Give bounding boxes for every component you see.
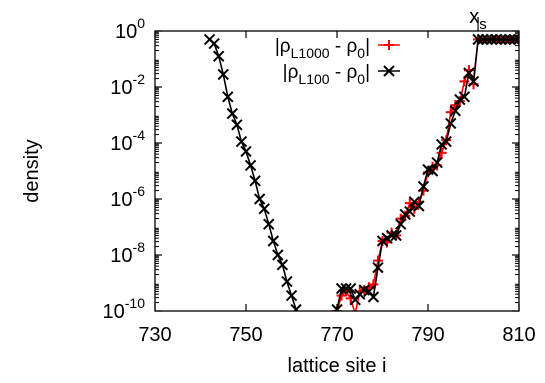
series-2-point-17 bbox=[276, 259, 289, 271]
y-tick-label-3: 10-4 bbox=[110, 127, 145, 155]
legend-label-1: |ρL1000 - ρ0| bbox=[275, 36, 370, 61]
series-2-point-42 bbox=[426, 165, 439, 177]
series-2-point-39 bbox=[413, 200, 425, 212]
legend: |ρL1000 - ρ0||ρL100 - ρ0| bbox=[275, 36, 400, 87]
series-2-point-53 bbox=[476, 33, 489, 46]
legend-label-2: |ρL100 - ρ0| bbox=[283, 62, 370, 87]
series-2-point-55 bbox=[485, 33, 498, 46]
series-2-point-6 bbox=[226, 107, 239, 120]
series-2-point-7 bbox=[231, 119, 243, 131]
legend-marker-1 bbox=[384, 40, 394, 50]
series-2-point-51 bbox=[467, 75, 480, 88]
x-axis-label: lattice site i bbox=[288, 355, 387, 377]
series-2-point-47 bbox=[449, 105, 462, 117]
series-2-point-29 bbox=[367, 291, 380, 303]
series-2-point-57 bbox=[495, 33, 507, 46]
labels-layer: lattice site i density xs bbox=[21, 6, 487, 377]
series-2-point-58 bbox=[499, 33, 512, 46]
series-2-point-46 bbox=[445, 117, 457, 130]
series-2-point-40 bbox=[417, 180, 430, 193]
series-2-point-15 bbox=[267, 235, 280, 247]
series-2-point-20 bbox=[290, 303, 302, 311]
series-2-point-11 bbox=[249, 175, 261, 187]
series-2-point-18 bbox=[281, 275, 293, 288]
series-2-point-12 bbox=[253, 193, 266, 205]
series-2-point-33 bbox=[385, 229, 398, 242]
series-2-point-37 bbox=[404, 205, 416, 218]
series-2-point-4 bbox=[217, 68, 229, 81]
ticks-layer: 730 750 770 790 810 100 10-2 10-4 10-6 10-8 10-10 bbox=[103, 15, 536, 346]
series-2-point-59 bbox=[504, 33, 516, 46]
series-2-point-50 bbox=[463, 67, 475, 79]
x-tick-label-4: 790 bbox=[411, 324, 444, 346]
series-2-point-54 bbox=[481, 33, 493, 46]
y-tick-label-2: 10-2 bbox=[110, 71, 145, 99]
series-2-point-13 bbox=[258, 203, 270, 215]
series-2-point-34 bbox=[390, 229, 402, 242]
series-2-point-35 bbox=[394, 218, 407, 230]
series-2-point-49 bbox=[458, 91, 471, 103]
series-1-point-24 bbox=[436, 147, 447, 158]
series-2-point-24 bbox=[344, 282, 357, 295]
series-2-point-10 bbox=[244, 159, 257, 172]
series-2-point-19 bbox=[285, 289, 298, 302]
x-tick-label-2: 750 bbox=[229, 324, 262, 346]
y-tick-label-5: 10-8 bbox=[110, 239, 145, 267]
y-tick-label-4: 10-6 bbox=[110, 183, 145, 211]
series-2-point-45 bbox=[440, 135, 452, 148]
series-2-point-16 bbox=[272, 249, 284, 261]
legend-marker-2 bbox=[383, 65, 395, 77]
y-tick-label-6: 10-10 bbox=[103, 295, 146, 323]
series-2-point-60 bbox=[508, 33, 519, 46]
x-tick-label-3: 770 bbox=[320, 324, 353, 346]
x-tick-label-1: 730 bbox=[138, 324, 171, 346]
legend-item-1: |ρL1000 - ρ0| bbox=[275, 36, 400, 61]
series-2-point-8 bbox=[235, 135, 248, 148]
series-2-point-5 bbox=[222, 91, 234, 103]
series-2-point-14 bbox=[263, 218, 275, 230]
xs-annotation: xs bbox=[469, 6, 487, 33]
series-2-point-23 bbox=[340, 282, 352, 295]
series-2-point-52 bbox=[472, 33, 484, 46]
series-2-point-2 bbox=[208, 37, 220, 50]
y-tick-label-1: 100 bbox=[115, 15, 145, 43]
y-axis-label: density bbox=[21, 139, 43, 202]
series-2-point-9 bbox=[240, 145, 252, 158]
series-2-point-61 bbox=[513, 33, 519, 46]
series-2-point-56 bbox=[490, 33, 502, 46]
x-tick-label-5: 810 bbox=[502, 324, 535, 346]
series-2-point-43 bbox=[431, 156, 443, 169]
series-2-point-22 bbox=[335, 282, 348, 295]
series-2-point-3 bbox=[212, 50, 225, 62]
series-2-point-30 bbox=[372, 261, 384, 274]
legend-item-2: |ρL100 - ρ0| bbox=[283, 62, 400, 87]
